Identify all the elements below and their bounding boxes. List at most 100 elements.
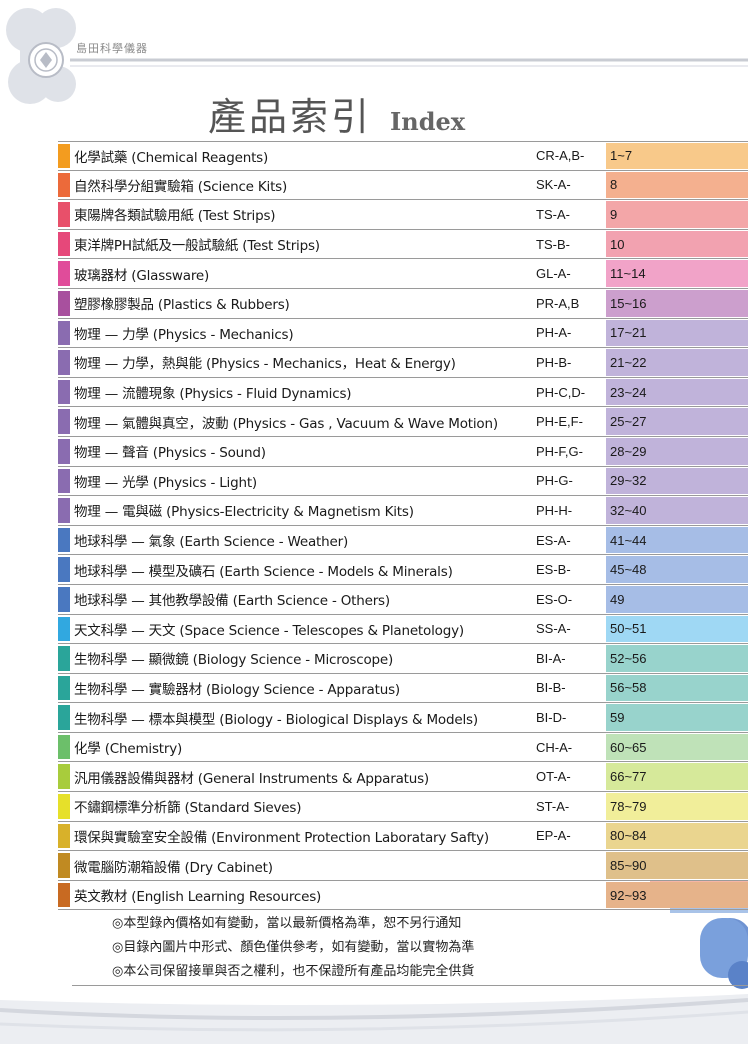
category-code: CR-A,B- xyxy=(536,148,585,164)
category-code: ES-A- xyxy=(536,532,571,548)
category-color-swatch xyxy=(58,853,70,878)
category-name: 地球科學 — 氣象 (Earth Science - Weather) xyxy=(74,534,349,551)
category-code: CH-A- xyxy=(536,739,573,755)
category-color-swatch xyxy=(58,586,70,612)
page-range: 78~79 xyxy=(606,793,748,820)
category-color-swatch xyxy=(58,409,70,434)
category-code: BI-A- xyxy=(536,650,566,666)
category-code: PH-H- xyxy=(536,502,573,518)
category-name: 物理 — 電與磁 (Physics-Electricity & Magnetis… xyxy=(74,504,414,521)
category-color-swatch xyxy=(58,675,70,701)
category-code: PH-B- xyxy=(536,354,572,370)
category-color-swatch xyxy=(58,557,70,582)
category-name: 物理 — 力學 (Physics - Mechanics) xyxy=(74,326,294,343)
category-color-swatch xyxy=(58,320,70,346)
page-range: 9 xyxy=(606,201,748,228)
category-code: ST-A- xyxy=(536,798,570,814)
category-name: 化學 (Chemistry) xyxy=(74,741,183,758)
category-name: 物理 — 氣體與真空，波動 (Physics - Gas , Vacuum & … xyxy=(74,415,498,432)
index-table: 化學試藥 (Chemical Reagents) CR-A,B- 1~7 自然科學分組… xyxy=(58,141,748,911)
table-row[interactable]: 微電腦防潮箱設備 (Dry Cabinet) 85~90 xyxy=(58,851,748,881)
table-row[interactable]: 地球科學 — 氣象 (Earth Science - Weather) ES-A-… xyxy=(58,526,748,556)
bottom-swoosh-decoration xyxy=(0,985,748,1044)
category-name: 自然科學分組實驗箱 (Science Kits) xyxy=(74,178,288,195)
table-row[interactable]: 自然科學分組實驗箱 (Science Kits) SK-A- 8 xyxy=(58,171,748,201)
category-color-swatch xyxy=(58,527,70,553)
category-color-swatch xyxy=(58,646,70,671)
category-name: 東洋牌PH試紙及一般試驗紙 (Test Strips) xyxy=(74,238,320,255)
category-code: OT-A- xyxy=(536,769,571,785)
table-row[interactable]: 生物科學 — 標本與模型 (Biology - Biological Displ… xyxy=(58,703,748,733)
table-row[interactable]: 地球科學 — 其他教學設備 (Earth Science - Others) ES… xyxy=(58,585,748,615)
category-color-swatch xyxy=(58,468,70,494)
page-range: 59 xyxy=(606,704,748,731)
category-color-swatch xyxy=(58,794,70,819)
category-name: 玻璃器材 (Glassware) xyxy=(74,267,210,284)
table-row[interactable]: 生物科學 — 實驗器材 (Biology Science - Apparatus… xyxy=(58,674,748,704)
category-color-swatch xyxy=(58,616,70,642)
table-row[interactable]: 物理 — 流體現象 (Physics - Fluid Dynamics) PH-C… xyxy=(58,378,748,408)
table-row[interactable]: 物理 — 電與磁 (Physics-Electricity & Magnetis… xyxy=(58,496,748,526)
table-row[interactable]: 化學試藥 (Chemical Reagents) CR-A,B- 1~7 xyxy=(58,141,748,171)
category-code: ES-B- xyxy=(536,562,571,578)
category-name: 塑膠橡膠製品 (Plastics & Rubbers) xyxy=(74,297,290,314)
page-range: 60~65 xyxy=(606,733,748,761)
table-row[interactable]: 英文教材 (English Learning Resources) 92~93 xyxy=(58,881,748,911)
page-range: 66~77 xyxy=(606,763,748,791)
category-color-swatch xyxy=(58,823,70,849)
page-range: 8 xyxy=(606,171,748,199)
category-name: 物理 — 聲音 (Physics - Sound) xyxy=(74,445,266,462)
page-range: 1~7 xyxy=(606,143,748,169)
category-code: PH-E,F- xyxy=(536,414,583,430)
page-range: 17~21 xyxy=(606,319,748,347)
page-range: 50~51 xyxy=(606,615,748,643)
page-range: 56~58 xyxy=(606,674,748,702)
category-name: 生物科學 — 實驗器材 (Biology Science - Apparatus… xyxy=(74,681,400,698)
note-item: ◎本公司保留接單與否之權利，也不保證所有產品均能完全供貨 xyxy=(112,964,475,979)
category-code: PR-A,B xyxy=(536,295,580,311)
category-name: 環保與實驗室安全設備 (Environment Protection Labor… xyxy=(74,829,489,846)
bottom-divider xyxy=(72,985,748,986)
table-row[interactable]: 地球科學 — 模型及礦石 (Earth Science - Models & M… xyxy=(58,555,748,585)
category-code: TS-A- xyxy=(536,206,570,222)
category-color-swatch xyxy=(58,764,70,790)
page-range: 92~93 xyxy=(606,881,748,909)
category-code: SS-A- xyxy=(536,621,571,637)
category-name: 汎用儀器設備與器材 (General Instruments & Apparat… xyxy=(74,770,429,787)
category-code: PH-G- xyxy=(536,473,573,489)
page-range: 10 xyxy=(606,230,748,258)
table-row[interactable]: 物理 — 聲音 (Physics - Sound) PH-F,G- 28~29 xyxy=(58,437,748,467)
page-range: 15~16 xyxy=(606,289,748,317)
category-name: 地球科學 — 其他教學設備 (Earth Science - Others) xyxy=(74,593,390,610)
category-code: BI-D- xyxy=(536,710,567,726)
table-row[interactable]: 物理 — 光學 (Physics - Light) PH-G- 29~32 xyxy=(58,467,748,497)
table-row[interactable]: 塑膠橡膠製品 (Plastics & Rubbers) PR-A,B 15~16 xyxy=(58,289,748,319)
page-range: 85~90 xyxy=(606,852,748,879)
category-color-swatch xyxy=(58,261,70,286)
category-name: 化學試藥 (Chemical Reagents) xyxy=(74,149,269,166)
table-row[interactable]: 化學 (Chemistry) CH-A- 60~65 xyxy=(58,733,748,763)
table-row[interactable]: 環保與實驗室安全設備 (Environment Protection Labor… xyxy=(58,822,748,852)
table-row[interactable]: 天文科學 — 天文 (Space Science - Telescopes & … xyxy=(58,615,748,645)
category-color-swatch xyxy=(58,172,70,198)
page-range: 25~27 xyxy=(606,408,748,435)
table-row[interactable]: 不鏽鋼標準分析篩 (Standard Sieves) ST-A- 78~79 xyxy=(58,792,748,822)
table-row[interactable]: 物理 — 氣體與真空，波動 (Physics - Gas , Vacuum & … xyxy=(58,407,748,437)
table-row[interactable]: 生物科學 — 顯微鏡 (Biology Science - Microscope… xyxy=(58,644,748,674)
table-row[interactable]: 玻璃器材 (Glassware) GL-A- 11~14 xyxy=(58,259,748,289)
page-range: 41~44 xyxy=(606,526,748,554)
category-color-swatch xyxy=(58,202,70,227)
category-name: 物理 — 力學，熱與能 (Physics - Mechanics，Heat & … xyxy=(74,356,456,373)
table-row[interactable]: 物理 — 力學，熱與能 (Physics - Mechanics，Heat & … xyxy=(58,348,748,378)
title-english: Index xyxy=(390,107,466,136)
brand-name: 島田科學儀器 xyxy=(76,42,148,55)
notes-list: ◎本型錄內價格如有變動，當以最新價格為準，恕不另行通知 ◎目錄內圖片中形式、顏色僅… xyxy=(112,912,474,984)
table-row[interactable]: 物理 — 力學 (Physics - Mechanics) PH-A- 17~21 xyxy=(58,319,748,349)
table-row[interactable]: 東洋牌PH試紙及一般試驗紙 (Test Strips) TS-B- 10 xyxy=(58,230,748,260)
page-range: 52~56 xyxy=(606,645,748,672)
table-row[interactable]: 汎用儀器設備與器材 (General Instruments & Apparat… xyxy=(58,762,748,793)
category-color-swatch xyxy=(58,882,70,908)
category-name: 東陽牌各類試驗用紙 (Test Strips) xyxy=(74,208,276,225)
page-range: 80~84 xyxy=(606,822,748,850)
table-row[interactable]: 東陽牌各類試驗用紙 (Test Strips) TS-A- 9 xyxy=(58,200,748,230)
